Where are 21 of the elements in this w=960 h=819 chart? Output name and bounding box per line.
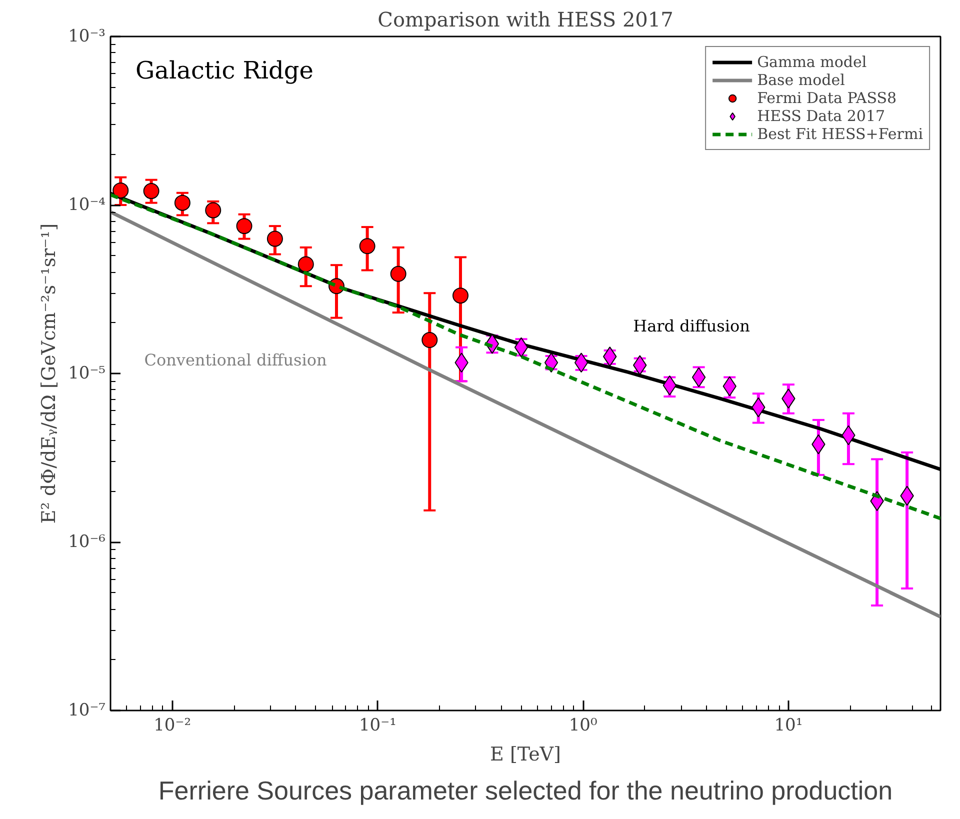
x-tick-label: 10⁻² [154, 716, 192, 736]
y-tick-label: 10⁻⁶ [68, 532, 106, 552]
y-tick-label: 10⁻⁵ [68, 364, 106, 384]
annotation: Conventional diffusion [144, 350, 327, 370]
annotation: Hard diffusion [633, 316, 750, 336]
text: Ferriere Sources parameter selected for the neutrino production [158, 776, 893, 806]
legend-label: Gamma model [757, 53, 867, 71]
annotation: Galactic Ridge [136, 56, 314, 84]
legend-label: Fermi Data PASS8 [757, 89, 897, 107]
y-tick-label: 10⁻⁴ [68, 195, 106, 215]
x-axis-title: E [TeV] [490, 744, 561, 766]
y-tick-label: 10⁻³ [68, 26, 106, 46]
legend-label: Base model [757, 71, 845, 89]
y-axis-title: E² dΦ/dEᵧ/dΩ [GeVcm⁻²s⁻¹sr⁻¹] [38, 223, 60, 524]
x-tick-label: 10⁻¹ [358, 716, 396, 736]
legend-label: HESS Data 2017 [757, 107, 886, 125]
y-tick-label: 10⁻⁷ [68, 700, 106, 720]
x-tick-label: 10⁰ [568, 716, 598, 736]
legend-label: Best Fit HESS+Fermi [757, 125, 923, 143]
chart-title: Comparison with HESS 2017 [378, 8, 674, 32]
x-tick-label: 10¹ [774, 716, 803, 736]
